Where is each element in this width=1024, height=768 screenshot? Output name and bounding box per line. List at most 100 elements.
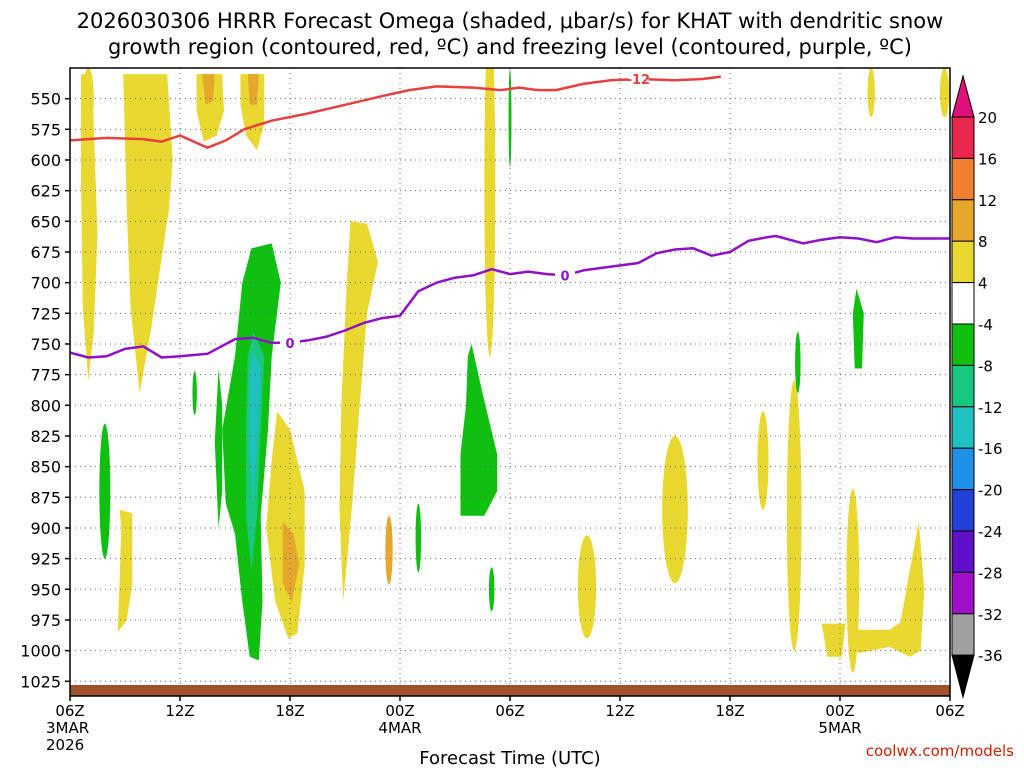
omega-region-26 xyxy=(192,370,197,416)
y-tick-label-925: 925 xyxy=(30,550,61,569)
y-tick-label-675: 675 xyxy=(30,243,61,262)
colorbar-label-13: -36 xyxy=(978,647,1003,665)
dgz-contour-line xyxy=(70,75,721,149)
x-axis-label: Forecast Time (UTC) xyxy=(419,748,600,768)
colorbar-swatch-7 xyxy=(951,406,975,449)
omega-region-24 xyxy=(249,350,261,504)
y-tick-label-950: 950 xyxy=(30,580,61,599)
colorbar-swatch-2 xyxy=(951,199,975,242)
x-tick-label-4: 06Z xyxy=(495,702,524,720)
colorbar-label-12: -32 xyxy=(978,606,1003,624)
colorbar-swatch-9 xyxy=(951,489,975,532)
omega-field xyxy=(81,68,950,673)
omega-region-20 xyxy=(821,623,846,657)
colorbar-swatch-4 xyxy=(951,282,975,325)
omega-region-3 xyxy=(196,74,224,142)
terrain-surface xyxy=(70,685,950,696)
colorbar-swatch-0 xyxy=(951,116,975,159)
colorbar-label-8: -16 xyxy=(978,440,1003,458)
dgz-contour-label-0: -12 xyxy=(627,73,651,88)
omega-region-18 xyxy=(939,68,950,118)
x-date-label-7: 5MAR xyxy=(818,719,861,737)
omega-region-16 xyxy=(786,380,802,651)
y-tick-label-650: 650 xyxy=(30,212,61,231)
y-tick-label-725: 725 xyxy=(30,304,61,323)
omega-region-15 xyxy=(757,411,769,510)
colorbar-swatch-11 xyxy=(951,571,975,615)
y-tick-label-1025: 1025 xyxy=(20,672,61,691)
y-tick-label-900: 900 xyxy=(30,519,61,538)
freezing-contour-label-1: 0 xyxy=(560,269,569,284)
y-tick-label-825: 825 xyxy=(30,427,61,446)
x-tick-label-0: 06Z xyxy=(55,702,84,720)
omega-region-17 xyxy=(846,488,860,673)
chart-title-line2: growth region (contoured, red, ºC) and f… xyxy=(108,35,912,59)
terrain-layer xyxy=(70,685,950,696)
colorbar-bottom-arrow xyxy=(951,654,975,700)
freezing-contour-label-0: 0 xyxy=(285,337,294,352)
colorbar-label-11: -28 xyxy=(978,564,1003,582)
x-tick-label-1: 12Z xyxy=(165,702,194,720)
omega-region-14 xyxy=(662,435,688,584)
colorbar-label-3: 8 xyxy=(978,233,988,251)
colorbar-label-6: -8 xyxy=(978,357,993,375)
freezing-contour-label-bg-0 xyxy=(280,335,300,349)
colorbar-swatch-12 xyxy=(951,613,975,656)
omega-region-19 xyxy=(867,68,875,118)
omega-region-13 xyxy=(577,535,597,639)
omega-region-12 xyxy=(385,515,393,585)
colorbar-label-5: -4 xyxy=(978,316,993,334)
dgz-contour-label-bg-0 xyxy=(628,72,649,86)
y-tick-label-850: 850 xyxy=(30,458,61,477)
colorbar-swatch-6 xyxy=(951,364,975,408)
omega-region-7 xyxy=(339,221,378,602)
colorbar-swatch-10 xyxy=(951,530,975,573)
omega-region-30 xyxy=(488,567,495,612)
y-tick-label-550: 550 xyxy=(30,90,61,109)
colorbar-top-arrow xyxy=(951,74,975,118)
colorbar-swatch-8 xyxy=(951,447,975,491)
x-date-label-3: 4MAR xyxy=(378,719,421,737)
omega-region-8 xyxy=(484,68,496,357)
colorbar-label-0: 20 xyxy=(978,109,997,127)
y-tick-label-600: 600 xyxy=(30,151,61,170)
y-axis: 550 575 600 625 650 675 700 725 750 775 800 825 850 8… xyxy=(20,90,70,691)
y-tick-label-750: 750 xyxy=(30,335,61,354)
omega-region-6 xyxy=(247,74,259,105)
y-tick-label-700: 700 xyxy=(30,274,61,293)
colorbar-label-10: -24 xyxy=(978,523,1003,541)
freezing-contour-line xyxy=(70,234,950,359)
colorbar-label-4: 4 xyxy=(978,275,988,293)
colorbar: 20 16 12 8 4 -4 -8 -12 -16 -20 -24 -28 -32 -36 xyxy=(951,74,1003,700)
x-tick-label-2: 18Z xyxy=(275,702,304,720)
omega-region-33 xyxy=(852,288,864,369)
colorbar-label-1: 16 xyxy=(978,150,997,168)
omega-region-21 xyxy=(851,521,925,657)
x-year-label-0: 2026 xyxy=(46,736,84,754)
omega-region-28 xyxy=(415,503,422,573)
x-tick-label-7: 00Z xyxy=(825,702,854,720)
colorbar-swatch-1 xyxy=(951,157,975,201)
omega-region-4 xyxy=(202,74,215,105)
omega-region-11 xyxy=(117,509,133,633)
colorbar-label-9: -20 xyxy=(978,482,1003,500)
y-tick-label-1000: 1000 xyxy=(20,642,61,661)
x-date-label-0: 3MAR xyxy=(46,719,89,737)
y-tick-label-975: 975 xyxy=(30,611,61,630)
omega-region-25 xyxy=(214,368,223,528)
source-credit: coolwx.com/models xyxy=(866,742,1014,760)
y-tick-label-875: 875 xyxy=(30,488,61,507)
contour-layer: -12 0 0 xyxy=(70,72,950,359)
x-tick-label-6: 18Z xyxy=(715,702,744,720)
omega-region-32 xyxy=(795,331,801,394)
colorbar-swatch-3 xyxy=(951,240,975,284)
y-tick-label-575: 575 xyxy=(30,120,61,139)
omega-region-27 xyxy=(99,423,111,559)
y-tick-label-800: 800 xyxy=(30,396,61,415)
freezing-contour-label-bg-1 xyxy=(555,268,575,282)
x-tick-label-3: 00Z xyxy=(385,702,414,720)
x-tick-label-8: 06Z xyxy=(935,702,964,720)
omega-region-1 xyxy=(81,74,98,381)
